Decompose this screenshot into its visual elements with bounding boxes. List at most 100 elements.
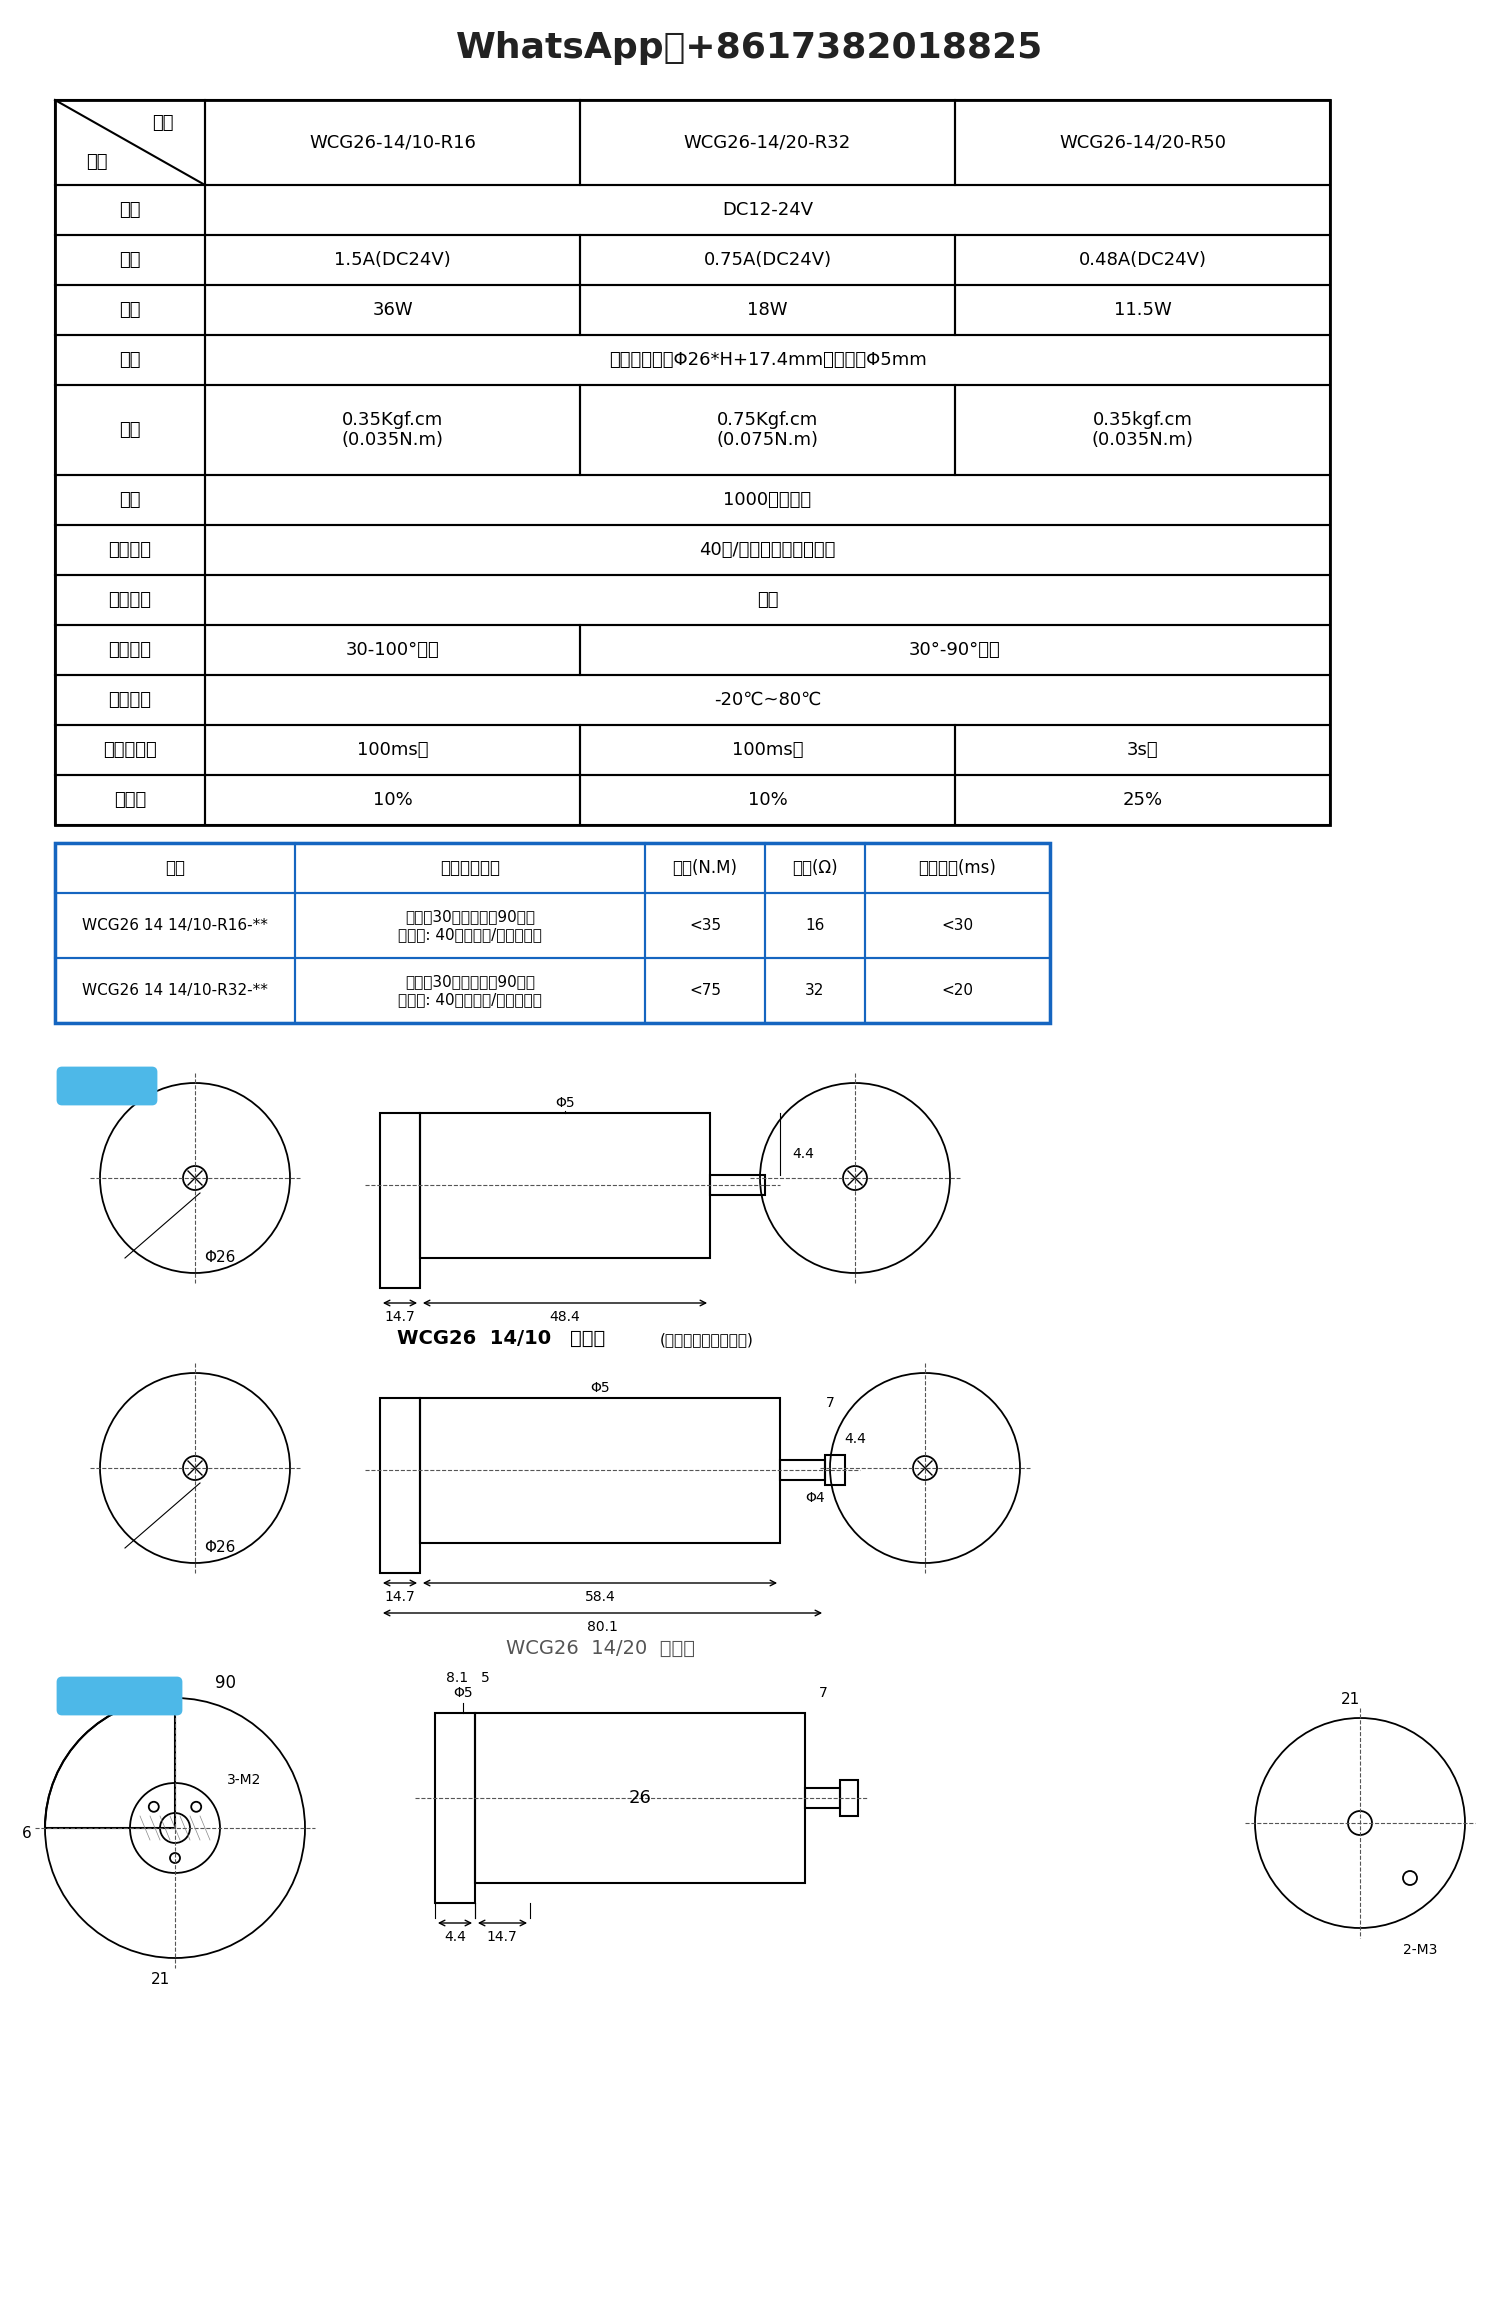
Bar [56,476,206,525]
Bar [56,385,206,476]
Text: 通电率: 通电率 [114,792,146,808]
Text: 14.7: 14.7 [384,1310,416,1324]
Text: 本体长宽高：Φ26*H+17.4mm，轴径：Φ5mm: 本体长宽高：Φ26*H+17.4mm，轴径：Φ5mm [609,351,927,369]
Bar [806,1788,840,1809]
Bar [206,724,580,776]
Bar [56,724,206,776]
Text: 工作温度: 工作温度 [108,692,152,708]
Bar [380,1398,420,1572]
Text: 18W: 18W [747,302,788,318]
Text: WCG26-14/10-R16: WCG26-14/10-R16 [309,132,476,151]
Bar [56,286,206,334]
Bar [420,1112,710,1259]
Bar [645,843,765,894]
Bar [206,235,580,286]
Text: 寿命: 寿命 [120,490,141,509]
Text: 单次可通电: 单次可通电 [104,741,158,759]
Bar [56,959,296,1024]
Text: 7: 7 [825,1396,834,1409]
Text: (订制品，请联系客服): (订制品，请联系客服) [660,1333,754,1347]
Bar [580,100,956,186]
Bar [56,776,206,824]
Bar [56,334,206,385]
Text: 30°-90°可选: 30°-90°可选 [909,641,1001,659]
Text: 4.4: 4.4 [792,1147,814,1161]
Text: 4.4: 4.4 [444,1930,466,1944]
Text: 功率: 功率 [120,302,141,318]
Text: 11.5W: 11.5W [1113,302,1172,318]
Text: 自带限位角度: 自带限位角度 [440,859,500,878]
Bar [56,235,206,286]
Bar [56,525,206,576]
Text: 5: 5 [480,1672,489,1686]
Bar [956,385,1330,476]
Bar [710,1175,765,1196]
Text: 48.4: 48.4 [549,1310,580,1324]
Text: WCG26  14/20  尺寸图: WCG26 14/20 尺寸图 [506,1639,694,1658]
Bar [296,894,645,959]
Text: Φ26: Φ26 [204,1252,236,1265]
Bar [580,625,1330,676]
Text: 电流: 电流 [120,251,141,269]
Bar [645,959,765,1024]
Bar [580,286,956,334]
Bar [56,843,1050,1024]
Bar [380,1112,420,1289]
Text: 工作频率: 工作频率 [108,541,152,560]
Text: 90: 90 [214,1674,236,1693]
Bar [206,476,1330,525]
Bar [56,625,206,676]
Text: 21: 21 [150,1971,170,1988]
Text: 2-M3: 2-M3 [1402,1944,1437,1957]
Text: 尺寸图: 尺寸图 [570,1328,604,1347]
Text: Φ5: Φ5 [453,1686,472,1700]
Text: 32: 32 [806,982,825,998]
Text: 4.4: 4.4 [844,1433,865,1447]
Text: 3-M2: 3-M2 [226,1774,261,1788]
Text: Φ5: Φ5 [555,1096,574,1110]
Text: 100ms内: 100ms内 [357,741,429,759]
Bar [956,776,1330,824]
Text: 1.5A(DC24V): 1.5A(DC24V) [334,251,452,269]
Text: <35: <35 [688,917,722,933]
Text: 10%: 10% [747,792,788,808]
Text: -20℃~80℃: -20℃~80℃ [714,692,821,708]
Text: 8.1: 8.1 [446,1672,468,1686]
Bar [825,1456,844,1486]
Bar [765,959,865,1024]
Bar [645,894,765,959]
Bar [296,843,645,894]
Bar [206,525,1330,576]
Text: 10%: 10% [372,792,413,808]
Text: 100ms内: 100ms内 [732,741,804,759]
Text: 0.75A(DC24V): 0.75A(DC24V) [704,251,831,269]
Text: 自保挃30度、自保投90度、
自保持: 40度（左旋/右旋可选）: 自保挃30度、自保投90度、 自保持: 40度（左旋/右旋可选） [398,910,542,943]
Bar [956,286,1330,334]
Bar [840,1781,858,1816]
Text: 80.1: 80.1 [586,1621,618,1635]
Text: <20: <20 [942,982,974,998]
Text: DC12-24V: DC12-24V [722,202,813,218]
Bar [206,576,1330,625]
Bar [580,385,956,476]
Bar [956,724,1330,776]
Text: Φ4: Φ4 [806,1491,825,1505]
Bar [206,286,580,334]
Text: 电压: 电压 [120,202,141,218]
Bar [865,894,1050,959]
Bar [580,776,956,824]
Bar [56,676,206,724]
Text: 0.35kgf.cm
(0.035N.m): 0.35kgf.cm (0.035N.m) [1092,411,1194,450]
Text: 25%: 25% [1122,792,1162,808]
Text: 1000万次以上: 1000万次以上 [723,490,812,509]
Text: 0.48A(DC24V): 0.48A(DC24V) [1078,251,1206,269]
Text: WCG26 14 14/10-R32-**: WCG26 14 14/10-R32-** [82,982,268,998]
Text: 26: 26 [628,1788,651,1807]
Bar [56,894,296,959]
Text: WCG26-14/20-R50: WCG26-14/20-R50 [1059,132,1226,151]
Bar [56,843,296,894]
Text: 电阵(Ω): 电阵(Ω) [792,859,838,878]
Text: 36W: 36W [372,302,413,318]
Text: 自保挃30度、自保投90度、
自保持: 40度（左旋/右旋可选）: 自保挃30度、自保投90度、 自保持: 40度（左旋/右旋可选） [398,975,542,1008]
Text: 尺寸: 尺寸 [120,351,141,369]
